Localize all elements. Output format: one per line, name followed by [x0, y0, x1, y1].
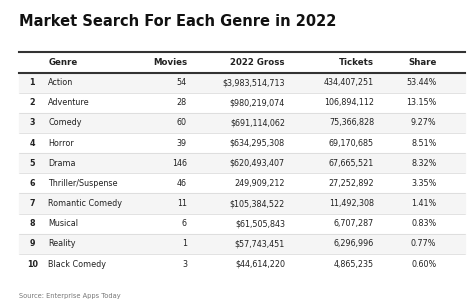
Text: 8: 8 [29, 219, 35, 228]
Text: 4,865,235: 4,865,235 [334, 260, 374, 269]
Text: 69,170,685: 69,170,685 [329, 139, 374, 148]
Text: 27,252,892: 27,252,892 [328, 179, 374, 188]
Text: 249,909,212: 249,909,212 [235, 179, 285, 188]
Text: 1: 1 [182, 239, 187, 248]
Text: 3.35%: 3.35% [411, 179, 437, 188]
Text: Movies: Movies [153, 58, 187, 67]
Text: Action: Action [48, 78, 73, 87]
Text: 39: 39 [177, 139, 187, 148]
Text: 106,894,112: 106,894,112 [324, 98, 374, 107]
Text: 11,492,308: 11,492,308 [329, 199, 374, 208]
Text: Source: Enterprise Apps Today: Source: Enterprise Apps Today [19, 293, 120, 299]
Text: 1.41%: 1.41% [411, 199, 437, 208]
Text: Drama: Drama [48, 159, 76, 168]
Text: 60: 60 [177, 118, 187, 128]
Text: $44,614,220: $44,614,220 [235, 260, 285, 269]
Text: $61,505,843: $61,505,843 [235, 219, 285, 228]
Text: 434,407,251: 434,407,251 [324, 78, 374, 87]
Text: 9.27%: 9.27% [411, 118, 437, 128]
Text: Comedy: Comedy [48, 118, 82, 128]
Text: Musical: Musical [48, 219, 78, 228]
Text: 11: 11 [177, 199, 187, 208]
Text: $620,493,407: $620,493,407 [230, 159, 285, 168]
Text: Share: Share [408, 58, 437, 67]
Text: $3,983,514,713: $3,983,514,713 [222, 78, 285, 87]
Text: 0.83%: 0.83% [411, 219, 437, 228]
Text: 2: 2 [29, 98, 35, 107]
Text: Horror: Horror [48, 139, 74, 148]
Text: 6: 6 [182, 219, 187, 228]
Text: 0.77%: 0.77% [411, 239, 437, 248]
Text: $105,384,522: $105,384,522 [230, 199, 285, 208]
Text: 6,707,287: 6,707,287 [334, 219, 374, 228]
Text: 6,296,996: 6,296,996 [334, 239, 374, 248]
Text: 67,665,521: 67,665,521 [329, 159, 374, 168]
Text: $980,219,074: $980,219,074 [230, 98, 285, 107]
Text: $634,295,308: $634,295,308 [230, 139, 285, 148]
Text: 1: 1 [29, 78, 35, 87]
Text: 3: 3 [29, 118, 35, 128]
Text: 46: 46 [177, 179, 187, 188]
Text: Thriller/Suspense: Thriller/Suspense [48, 179, 118, 188]
Text: 8.51%: 8.51% [411, 139, 437, 148]
Text: 13.15%: 13.15% [406, 98, 437, 107]
Text: 10: 10 [27, 260, 38, 269]
Text: 3: 3 [182, 260, 187, 269]
Text: 28: 28 [177, 98, 187, 107]
Text: Market Search For Each Genre in 2022: Market Search For Each Genre in 2022 [19, 14, 337, 29]
Text: 53.44%: 53.44% [406, 78, 437, 87]
Text: Black Comedy: Black Comedy [48, 260, 106, 269]
Text: 6: 6 [29, 179, 35, 188]
Text: 54: 54 [177, 78, 187, 87]
Text: $57,743,451: $57,743,451 [235, 239, 285, 248]
Text: 4: 4 [29, 139, 35, 148]
Text: Tickets: Tickets [339, 58, 374, 67]
Text: Genre: Genre [48, 58, 78, 67]
Text: Romantic Comedy: Romantic Comedy [48, 199, 122, 208]
Text: 75,366,828: 75,366,828 [329, 118, 374, 128]
Text: 8.32%: 8.32% [411, 159, 437, 168]
Text: 0.60%: 0.60% [411, 260, 437, 269]
Text: 5: 5 [29, 159, 35, 168]
Text: 2022 Gross: 2022 Gross [230, 58, 285, 67]
Text: 7: 7 [29, 199, 35, 208]
Text: $691,114,062: $691,114,062 [230, 118, 285, 128]
Text: 146: 146 [172, 159, 187, 168]
Text: Adventure: Adventure [48, 98, 90, 107]
Text: 9: 9 [29, 239, 35, 248]
Text: Reality: Reality [48, 239, 76, 248]
